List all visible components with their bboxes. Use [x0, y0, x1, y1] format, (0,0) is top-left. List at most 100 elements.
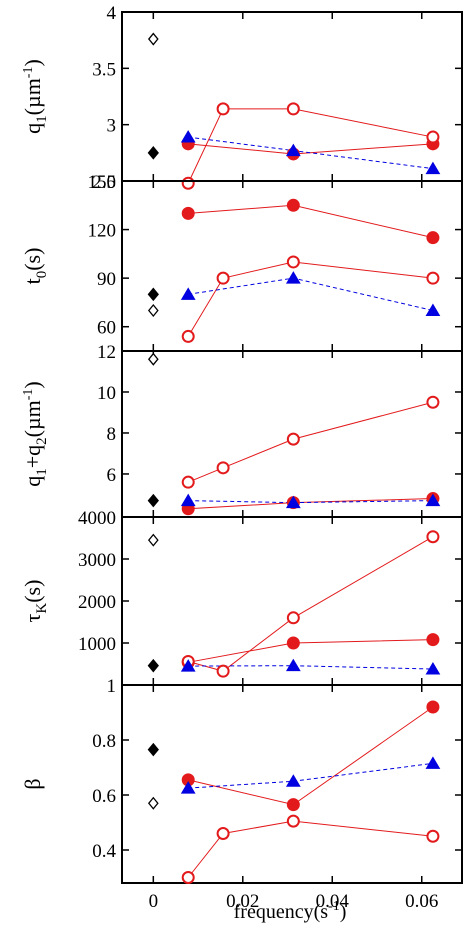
- point-filled-triangle: [180, 659, 196, 672]
- series-line-filled-circle: [188, 143, 433, 155]
- point-filled-triangle: [425, 493, 441, 507]
- series-line-filled-circle: [188, 639, 433, 663]
- series-line-open-circle: [187, 108, 434, 184]
- point-open-circle: [426, 395, 440, 409]
- point-filled-circle: [286, 198, 300, 212]
- y-tick-label: 1: [107, 676, 117, 697]
- point-open-circle: [181, 329, 195, 343]
- point-filled-circle: [286, 798, 300, 812]
- y-axis-label: q1(µm-1): [20, 59, 50, 134]
- point-filled-diamond: [147, 146, 159, 160]
- y-tick-label: 150: [88, 172, 117, 193]
- point-open-diamond: [147, 32, 159, 46]
- point-open-circle: [286, 611, 300, 625]
- series-line-open-circle: [188, 536, 434, 672]
- panel-frame: [121, 684, 463, 884]
- point-filled-triangle: [285, 271, 301, 284]
- point-open-circle: [181, 176, 195, 190]
- x-axis-label: frequency(s-1): [234, 899, 347, 923]
- point-filled-triangle: [425, 303, 441, 317]
- x-tick-label: 0.06: [405, 891, 438, 912]
- point-filled-triangle: [180, 493, 196, 507]
- point-filled-triangle: [180, 781, 196, 794]
- point-filled-circle: [426, 231, 440, 245]
- x-tick-label: 0: [149, 891, 159, 912]
- series-line-filled-circle: [188, 706, 434, 806]
- point-open-circle: [286, 432, 300, 446]
- point-filled-triangle: [285, 143, 301, 157]
- point-open-circle: [286, 102, 300, 116]
- y-tick-label: 0.6: [92, 786, 116, 807]
- series-line-filled-circle: [188, 498, 433, 510]
- y-tick-label: 0.8: [92, 731, 116, 752]
- panel-q1q2: 6 8 10 12 q1+q2(µm-1): [20, 342, 463, 518]
- point-open-circle: [426, 530, 440, 544]
- y-axis-label: β: [20, 778, 45, 789]
- point-open-diamond: [147, 796, 159, 810]
- y-tick-label: 3.5: [92, 59, 116, 80]
- panel-q1: 2.5 3 3.5 4 q1(µm-1): [20, 3, 463, 193]
- series-line-filled-circle: [188, 204, 434, 239]
- point-open-circle: [181, 475, 195, 489]
- y-tick-label: 3000: [78, 550, 116, 571]
- y-tick-label: 8: [107, 424, 117, 445]
- y-tick-label: 0.4: [92, 841, 116, 862]
- point-filled-diamond: [147, 287, 159, 302]
- y-tick-label: 120: [88, 221, 117, 242]
- point-filled-triangle: [180, 130, 196, 143]
- y-tick-label: 12: [97, 342, 116, 363]
- point-filled-triangle: [285, 774, 301, 787]
- series-line-open-circle: [187, 261, 433, 337]
- point-filled-triangle: [180, 287, 196, 300]
- point-filled-triangle: [425, 756, 441, 769]
- point-filled-circle: [286, 636, 300, 650]
- point-open-circle: [426, 271, 440, 285]
- y-axis-label: q1+q2(µm-1): [20, 381, 50, 487]
- point-filled-circle: [426, 700, 440, 714]
- y-tick-label: 4000: [78, 508, 116, 529]
- point-filled-triangle: [285, 658, 301, 672]
- point-open-circle: [426, 130, 440, 144]
- panel-tauK: 1000 2000 3000 4000 τK(s): [20, 508, 463, 686]
- y-tick-label: 10: [97, 383, 116, 404]
- y-tick-label: 2000: [78, 592, 116, 613]
- point-open-circle: [426, 829, 440, 843]
- point-open-diamond: [147, 533, 159, 547]
- point-open-circle: [216, 664, 230, 678]
- point-filled-triangle: [425, 161, 441, 175]
- series-line-open-circle: [188, 401, 434, 483]
- series-line-filled-triangle: [188, 500, 433, 504]
- point-open-circle: [286, 255, 300, 269]
- y-tick-label: 60: [97, 318, 116, 339]
- point-filled-diamond: [147, 493, 159, 508]
- series-line-open-circle: [187, 820, 433, 878]
- y-tick-label: 90: [97, 269, 116, 290]
- y-tick-label: 1000: [78, 634, 116, 655]
- point-filled-diamond: [147, 742, 159, 757]
- y-axis-label: τK(s): [20, 580, 50, 623]
- x-tick-label: 0.02: [226, 891, 259, 912]
- point-filled-diamond: [147, 658, 159, 673]
- point-open-circle: [216, 461, 230, 475]
- point-open-circle: [216, 102, 230, 116]
- y-axis-label: t0(s): [20, 248, 50, 285]
- point-filled-triangle: [425, 662, 441, 675]
- y-tick-label: 6: [107, 465, 117, 486]
- point-open-circle: [216, 827, 230, 840]
- y-tick-label: 3: [107, 116, 117, 137]
- point-filled-circle: [181, 206, 195, 220]
- point-filled-circle: [426, 633, 440, 647]
- point-open-circle: [181, 871, 195, 884]
- y-tick-label: 4: [107, 3, 117, 24]
- point-open-diamond: [147, 352, 159, 366]
- panel-beta: 0.4 0.6 0.8 1 β: [20, 676, 463, 884]
- panel-t0: 60 90 120 150 t0(s): [20, 172, 463, 352]
- point-open-diamond: [147, 303, 159, 318]
- point-open-circle: [216, 271, 230, 285]
- point-filled-triangle: [285, 495, 301, 509]
- panel-frame: [121, 516, 463, 686]
- series-line-filled-triangle: [188, 762, 433, 789]
- point-open-circle: [286, 814, 300, 828]
- x-tick-label: 0.04: [316, 891, 350, 912]
